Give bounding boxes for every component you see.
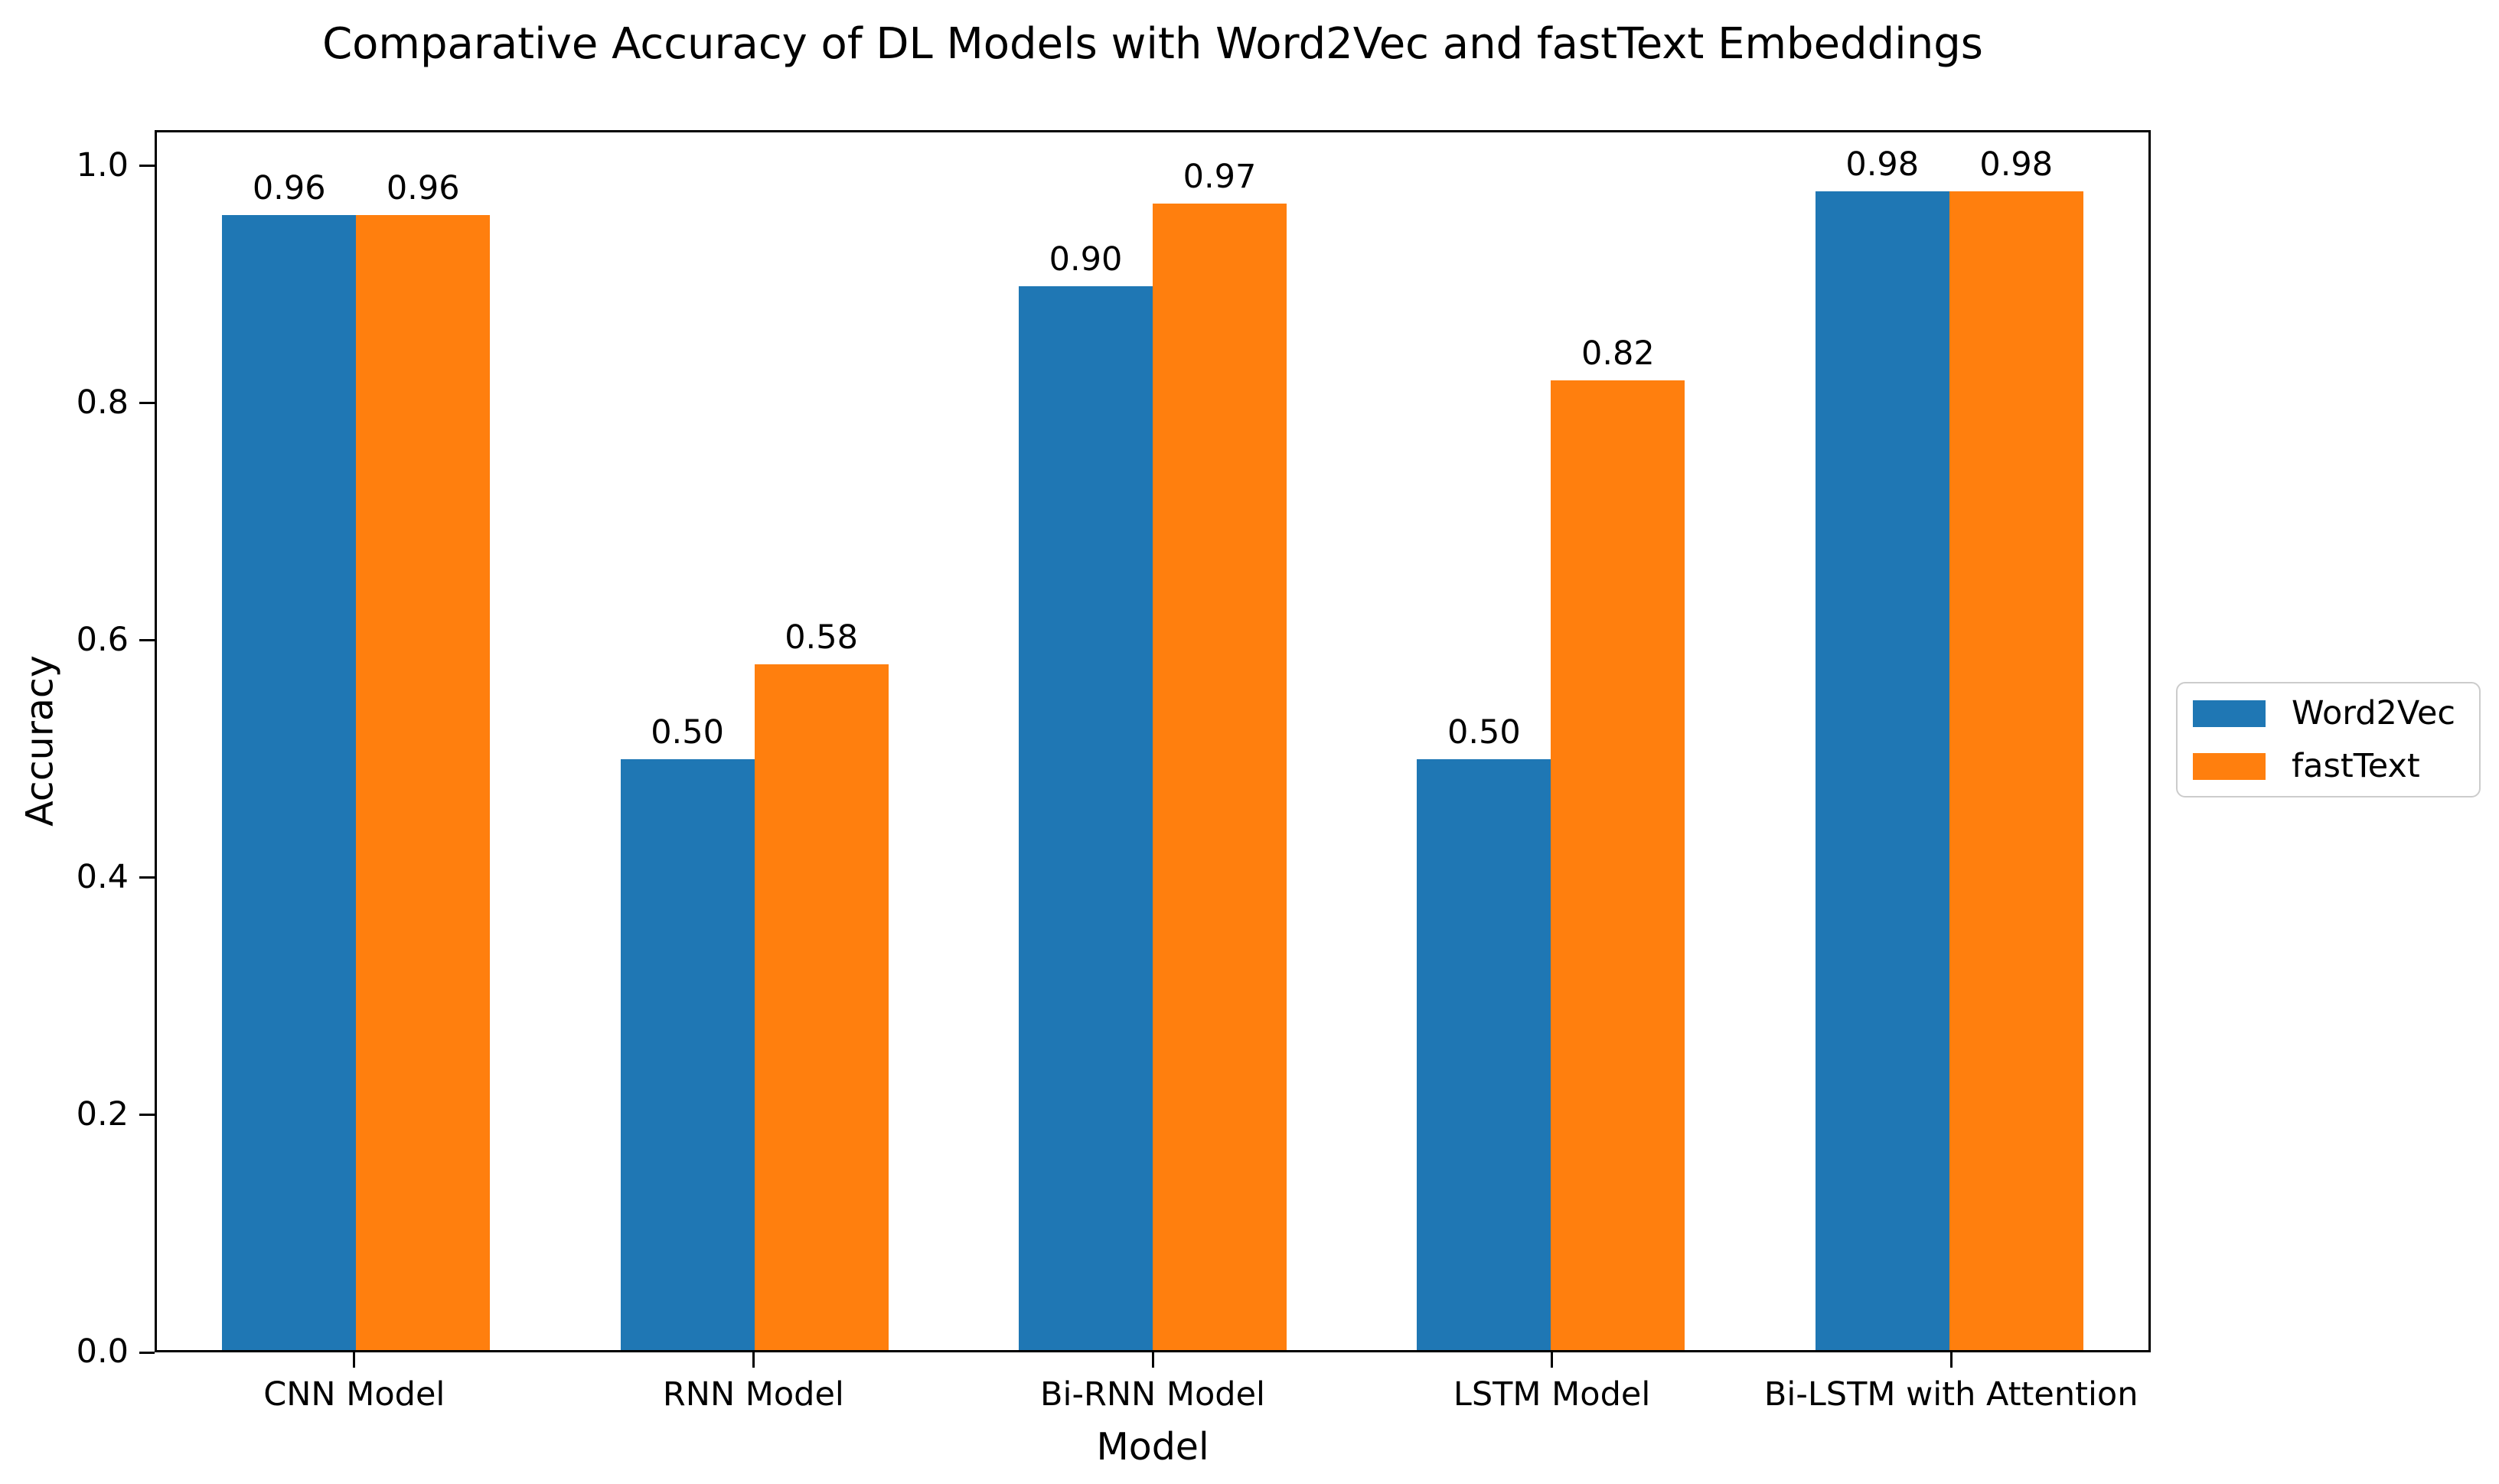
bar-value-label: 0.97 xyxy=(1183,157,1257,196)
bar-value-label: 0.58 xyxy=(785,618,858,657)
legend-row-word2vec: Word2Vec xyxy=(2193,693,2464,732)
bar-group: 0.98 0.98 xyxy=(1750,132,2148,1350)
y-tick-mark xyxy=(139,639,155,642)
bar-value-label: 0.98 xyxy=(1979,145,2054,184)
bar-group: 0.50 0.82 xyxy=(1352,132,1750,1350)
fasttext-bar: 0.98 xyxy=(1949,145,2083,1350)
x-tick-mark xyxy=(752,1352,755,1368)
word2vec-swatch-icon xyxy=(2193,700,2266,727)
y-tick-mark xyxy=(139,876,155,879)
y-tick-label: 0.0 xyxy=(76,1332,129,1371)
plot-area: 0.96 0.96 0.50 0.58 0.90 0.97 0.50 0.82 0.98 0.98 xyxy=(155,130,2151,1352)
y-tick-label: 0.8 xyxy=(76,383,129,422)
bar-value-label: 0.50 xyxy=(1447,713,1521,752)
word2vec-bar: 0.50 xyxy=(1417,713,1551,1350)
legend-label-fasttext: fastText xyxy=(2292,746,2420,785)
bar-value-label: 0.98 xyxy=(1845,145,1920,184)
word2vec-bar: 0.96 xyxy=(222,169,357,1350)
bar-group: 0.50 0.58 xyxy=(555,132,953,1350)
y-tick-label: 0.2 xyxy=(76,1094,129,1133)
word2vec-bar: 0.50 xyxy=(620,713,755,1350)
y-tick-label: 0.6 xyxy=(76,620,129,659)
x-axis-label: Model xyxy=(1096,1425,1209,1469)
y-tick-mark xyxy=(139,1351,155,1354)
chart-title: Comparative Accuracy of DL Models with W… xyxy=(322,19,1983,69)
bar-value-label: 0.90 xyxy=(1049,240,1123,279)
bar-group: 0.96 0.96 xyxy=(157,132,555,1350)
bar-group: 0.90 0.97 xyxy=(954,132,1352,1350)
x-tick-mark xyxy=(1551,1352,1554,1368)
x-tick-mark xyxy=(1949,1352,1953,1368)
x-tick-label: CNN Model xyxy=(263,1375,445,1414)
fasttext-bar: 0.58 xyxy=(754,618,889,1350)
bar-value-label: 0.82 xyxy=(1581,334,1655,373)
bar-value-label: 0.50 xyxy=(651,713,724,752)
fasttext-bar: 0.97 xyxy=(1152,158,1287,1350)
bar-value-label: 0.96 xyxy=(386,169,460,208)
x-tick-label: RNN Model xyxy=(662,1375,844,1414)
legend-row-fasttext: fastText xyxy=(2193,746,2464,785)
x-tick-label: Bi-RNN Model xyxy=(1040,1375,1265,1414)
fasttext-swatch-icon xyxy=(2193,752,2266,780)
fasttext-bar: 0.82 xyxy=(1551,334,1685,1350)
y-tick-mark xyxy=(139,165,155,167)
x-tick-label: Bi-LSTM with Attention xyxy=(1763,1375,2139,1414)
x-tick-mark xyxy=(1151,1352,1154,1368)
legend-label-word2vec: Word2Vec xyxy=(2292,693,2456,732)
y-tick-mark xyxy=(139,402,155,405)
bar-value-label: 0.96 xyxy=(252,169,326,208)
y-tick-label: 1.0 xyxy=(76,145,129,184)
word2vec-bar: 0.90 xyxy=(1018,240,1153,1350)
y-tick-label: 0.4 xyxy=(76,857,129,896)
legend: Word2Vec fastText xyxy=(2176,682,2481,797)
fasttext-bar: 0.96 xyxy=(356,169,491,1350)
y-tick-mark xyxy=(139,1114,155,1117)
word2vec-bar: 0.98 xyxy=(1815,145,1949,1350)
x-tick-label: LSTM Model xyxy=(1453,1375,1651,1414)
x-tick-mark xyxy=(353,1352,356,1368)
y-axis-label: Accuracy xyxy=(18,655,62,827)
